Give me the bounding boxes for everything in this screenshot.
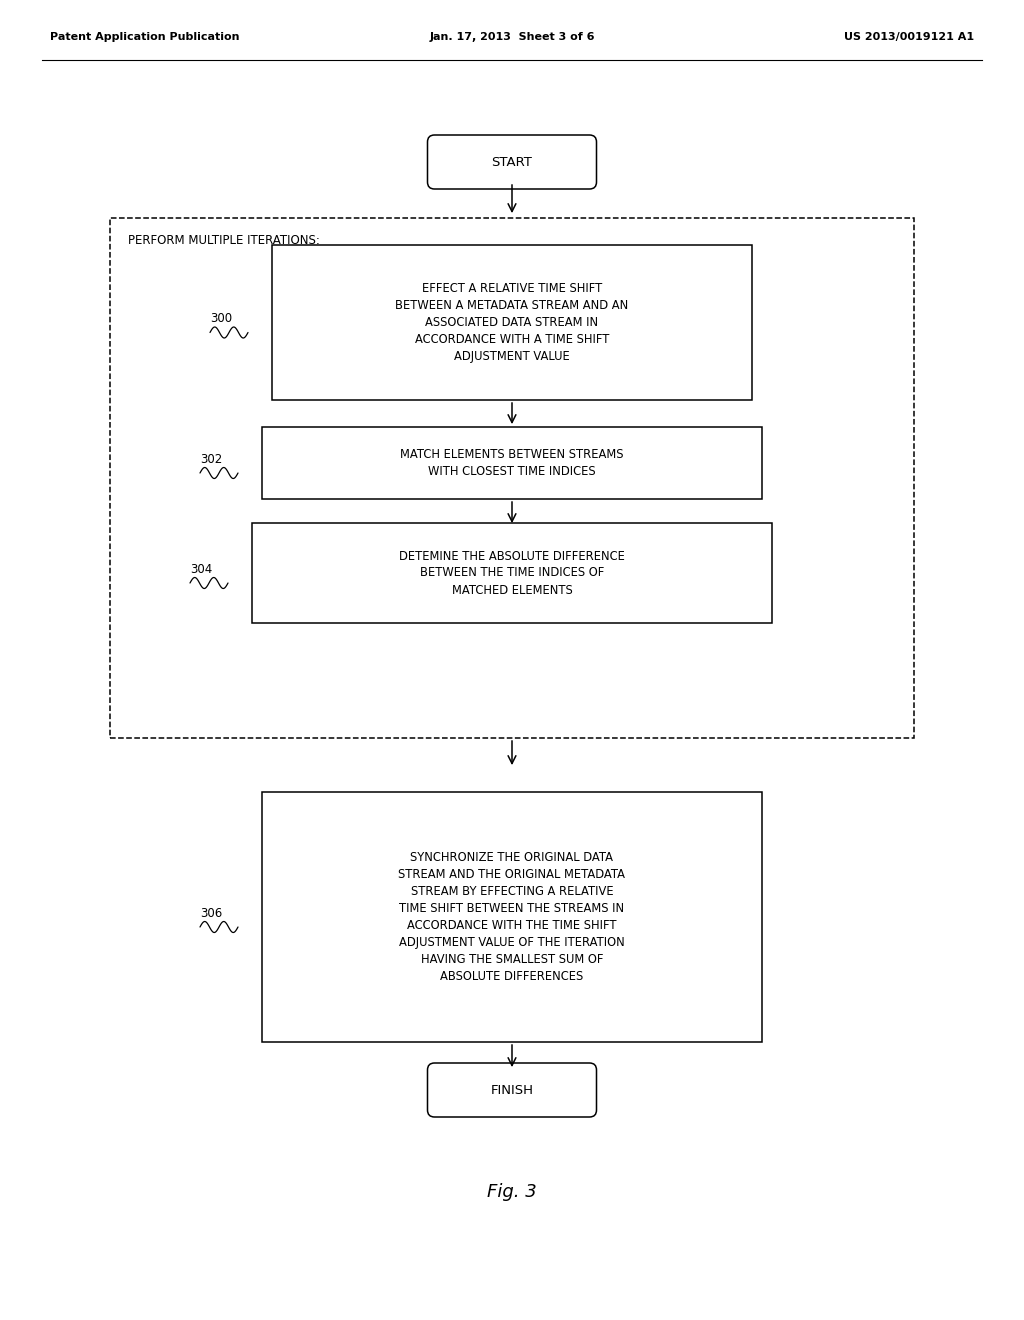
Text: START: START	[492, 156, 532, 169]
Bar	[272, 246, 752, 400]
Bar	[262, 792, 762, 1041]
Bar	[262, 426, 762, 499]
Text: Patent Application Publication: Patent Application Publication	[50, 32, 240, 42]
Text: EFFECT A RELATIVE TIME SHIFT
BETWEEN A METADATA STREAM AND AN
ASSOCIATED DATA ST: EFFECT A RELATIVE TIME SHIFT BETWEEN A M…	[395, 282, 629, 363]
Text: FINISH: FINISH	[490, 1084, 534, 1097]
FancyBboxPatch shape	[427, 1063, 597, 1117]
Text: 300: 300	[210, 313, 232, 326]
Bar	[110, 218, 914, 738]
Text: MATCH ELEMENTS BETWEEN STREAMS
WITH CLOSEST TIME INDICES: MATCH ELEMENTS BETWEEN STREAMS WITH CLOS…	[400, 447, 624, 478]
Text: DETEMINE THE ABSOLUTE DIFFERENCE
BETWEEN THE TIME INDICES OF
MATCHED ELEMENTS: DETEMINE THE ABSOLUTE DIFFERENCE BETWEEN…	[399, 549, 625, 597]
Text: Jan. 17, 2013  Sheet 3 of 6: Jan. 17, 2013 Sheet 3 of 6	[429, 32, 595, 42]
Text: Fig. 3: Fig. 3	[487, 1183, 537, 1201]
Text: PERFORM MULTIPLE ITERATIONS:: PERFORM MULTIPLE ITERATIONS:	[128, 234, 319, 247]
Text: SYNCHRONIZE THE ORIGINAL DATA
STREAM AND THE ORIGINAL METADATA
STREAM BY EFFECTI: SYNCHRONIZE THE ORIGINAL DATA STREAM AND…	[398, 851, 626, 983]
FancyBboxPatch shape	[427, 135, 597, 189]
Text: 304: 304	[190, 564, 212, 576]
Text: 306: 306	[200, 907, 222, 920]
Bar	[252, 523, 772, 623]
Text: 302: 302	[200, 453, 222, 466]
Text: US 2013/0019121 A1: US 2013/0019121 A1	[844, 32, 974, 42]
